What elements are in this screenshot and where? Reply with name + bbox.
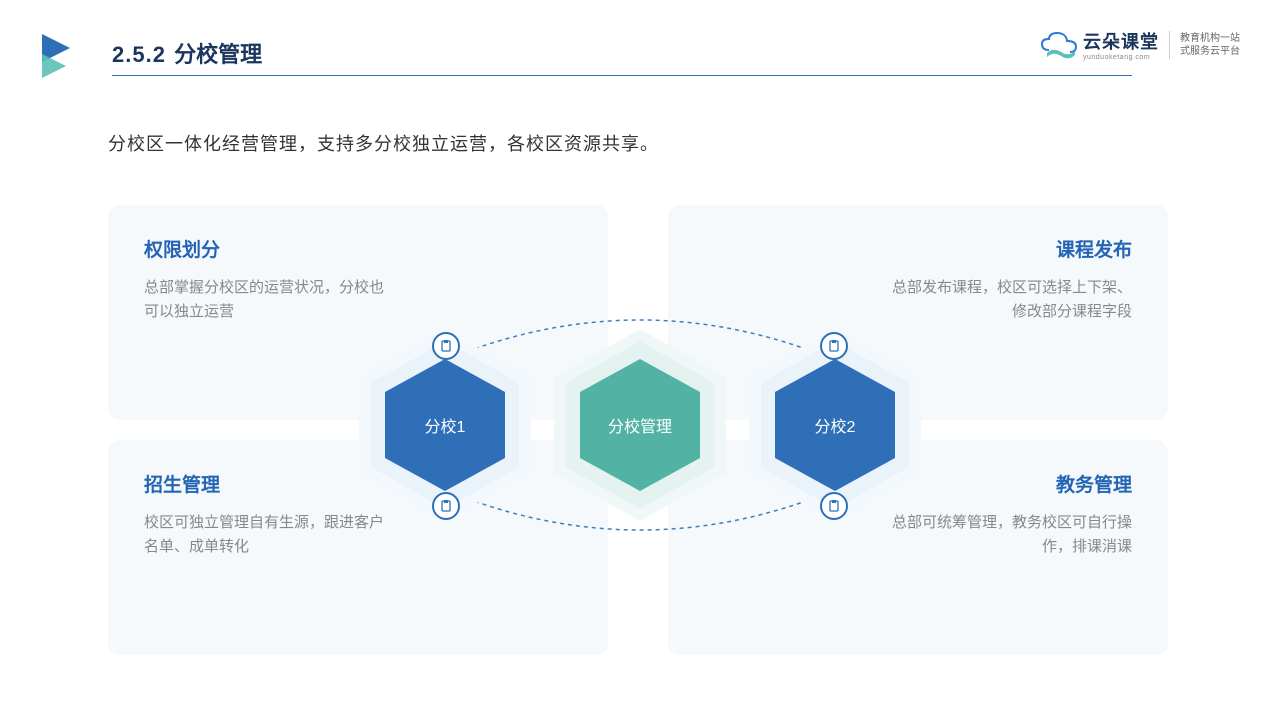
brand-logo: 云朵课堂 yunduoketang.com 教育机构一站 式服务云平台 <box>1039 28 1240 61</box>
card-title: 招生管理 <box>144 470 572 497</box>
card-title: 课程发布 <box>704 235 1132 262</box>
section-number: 2.5.2 <box>112 42 166 67</box>
logo-divider <box>1169 31 1170 59</box>
card-desc: 校区可独立管理自有生源，跟进客户名单、成单转化 <box>144 511 394 559</box>
card-desc: 总部发布课程，校区可选择上下架、修改部分课程字段 <box>882 276 1132 324</box>
brand-domain: yunduoketang.com <box>1083 54 1159 61</box>
card-course-publish: 课程发布 总部发布课程，校区可选择上下架、修改部分课程字段 <box>668 205 1168 420</box>
logo-text-block: 云朵课堂 yunduoketang.com <box>1083 28 1159 61</box>
tagline-line1: 教育机构一站 <box>1180 32 1240 45</box>
card-desc: 总部掌握分校区的运营状况，分校也可以独立运营 <box>144 276 394 324</box>
title-underline <box>112 75 1132 76</box>
brand-name: 云朵课堂 <box>1083 28 1159 54</box>
card-enrollment: 招生管理 校区可独立管理自有生源，跟进客户名单、成单转化 <box>108 440 608 655</box>
section-name: 分校管理 <box>174 42 262 67</box>
cloud-icon <box>1039 31 1079 59</box>
card-grid: 权限划分 总部掌握分校区的运营状况，分校也可以独立运营 课程发布 总部发布课程，… <box>108 205 1168 655</box>
slide-subtitle: 分校区一体化经营管理，支持多分校独立运营，各校区资源共享。 <box>108 130 659 156</box>
card-title: 权限划分 <box>144 235 572 262</box>
card-permissions: 权限划分 总部掌握分校区的运营状况，分校也可以独立运营 <box>108 205 608 420</box>
brand-tagline: 教育机构一站 式服务云平台 <box>1180 32 1240 58</box>
card-desc: 总部可统筹管理，教务校区可自行操作，排课消课 <box>882 511 1132 559</box>
play-icon <box>42 34 82 78</box>
card-academic: 教务管理 总部可统筹管理，教务校区可自行操作，排课消课 <box>668 440 1168 655</box>
tagline-line2: 式服务云平台 <box>1180 45 1240 58</box>
card-title: 教务管理 <box>704 470 1132 497</box>
